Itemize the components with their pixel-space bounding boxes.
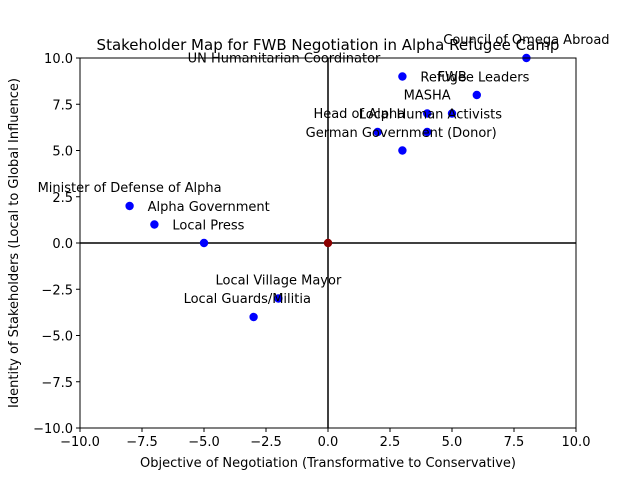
x-tick-label: 7.5 [504,435,525,450]
x-tick-label: 2.5 [380,435,401,450]
point-label: Local Village Mayor [216,274,342,289]
chart-title: Stakeholder Map for FWB Negotiation in A… [97,36,560,54]
data-point [398,72,407,81]
point-label: Head of Alpha [313,107,405,122]
y-tick-label: −2.5 [41,283,73,298]
y-tick-label: 2.5 [52,191,73,206]
point-label: Local Press [172,219,244,234]
point-label: Minister of Defense of Alpha [38,181,222,196]
y-tick-label: −7.5 [41,376,73,391]
data-points [125,53,531,322]
x-tick-label: 10.0 [562,435,591,450]
y-tick-label: 0.0 [52,237,73,252]
x-axis-label: Objective of Negotiation (Transformative… [140,456,516,471]
data-point [199,238,209,248]
x-tick-label: −7.5 [126,435,158,450]
data-point [150,220,159,229]
point-label: Council of Omega Abroad [443,33,609,48]
data-point [274,294,283,303]
point-label: Refugee Leaders [420,71,529,86]
point-label: FWB [438,70,467,85]
y-tick-label: 5.0 [52,145,73,160]
point-label: Alpha Government [148,200,270,215]
y-tick-label: −10.0 [33,422,73,437]
x-tick-label: 0.0 [318,435,339,450]
data-point [249,312,258,322]
x-tick-label: −10.0 [60,435,100,450]
data-point [423,109,432,118]
x-tick-label: −2.5 [250,435,282,450]
data-point [125,201,134,211]
point-label: UN Humanitarian Coordinator [188,52,381,67]
y-tick-label: −5.0 [41,330,73,345]
y-tick-label: 7.5 [52,98,73,113]
point-label: German Government (Donor) [306,126,497,141]
point-label: Local Guards/Militia [184,292,311,307]
point-label: Local Human Activists [359,108,503,123]
y-tick-label: 10.0 [44,52,73,67]
point-labels: Council of Omega Abroad UN Humanitarian C… [38,33,610,307]
data-point [423,127,432,137]
x-axis-ticks: −10.0 −7.5 −5.0 −2.5 0.0 2.5 5.0 7.5 10.0 [60,428,590,450]
x-tick-label: 5.0 [442,435,463,450]
y-axis-ticks: −10.0 −7.5 −5.0 −2.5 0.0 2.5 5.0 7.5 10.0 [33,52,80,437]
data-point [447,109,457,118]
x-tick-label: −5.0 [188,435,220,450]
origin-point [323,238,333,248]
point-label: MASHA [404,89,451,104]
y-axis-label: Identity of Stakeholders (Local to Globa… [7,78,22,408]
data-point [472,90,481,100]
data-point [373,127,382,137]
data-point [398,146,407,155]
